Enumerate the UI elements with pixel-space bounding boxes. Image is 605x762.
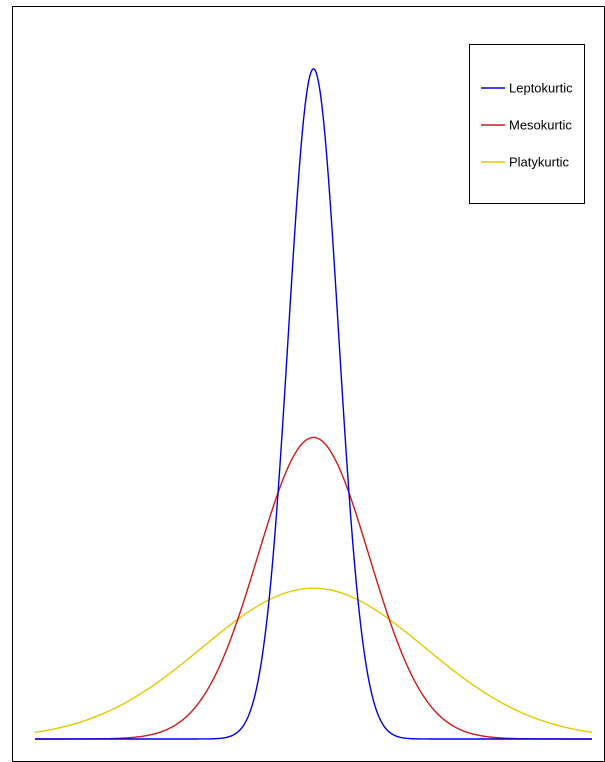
curve-group: [34, 68, 593, 740]
series-line-platykurtic: [34, 587, 593, 734]
series-line-mesokurtic: [35, 436, 592, 740]
legend-label-platykurtic: Platykurtic: [509, 155, 569, 170]
series-line-leptokurtic: [35, 68, 592, 740]
legend: Leptokurtic Mesokurtic Platykurtic: [469, 44, 585, 204]
legend-label-leptokurtic: Leptokurtic: [509, 81, 573, 96]
legend-items: Leptokurtic Mesokurtic Platykurtic: [481, 81, 573, 170]
legend-box: [469, 44, 585, 204]
legend-label-mesokurtic: Mesokurtic: [509, 118, 572, 133]
